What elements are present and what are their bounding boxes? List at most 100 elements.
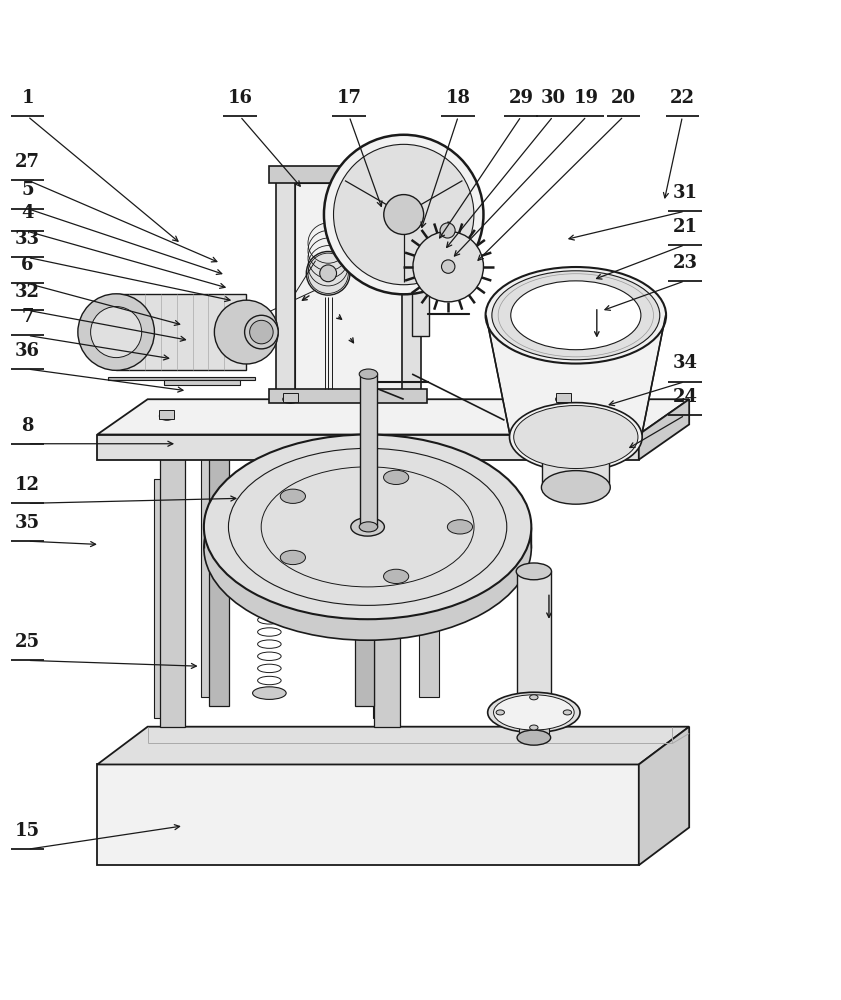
Polygon shape <box>98 764 639 865</box>
Polygon shape <box>427 313 469 314</box>
Text: 32: 32 <box>15 283 40 301</box>
Polygon shape <box>360 374 377 527</box>
Ellipse shape <box>280 550 305 565</box>
Ellipse shape <box>516 563 552 580</box>
Text: 21: 21 <box>673 218 697 236</box>
Text: 25: 25 <box>15 633 40 651</box>
Text: 33: 33 <box>15 230 40 248</box>
Polygon shape <box>98 399 689 435</box>
Ellipse shape <box>510 403 643 471</box>
Ellipse shape <box>556 395 571 403</box>
Ellipse shape <box>492 271 660 360</box>
Ellipse shape <box>514 406 638 469</box>
Polygon shape <box>355 441 374 706</box>
Text: 34: 34 <box>673 354 697 372</box>
Ellipse shape <box>563 710 572 715</box>
Ellipse shape <box>334 144 473 285</box>
Ellipse shape <box>530 725 538 730</box>
Ellipse shape <box>280 489 305 503</box>
Polygon shape <box>276 168 294 401</box>
Ellipse shape <box>440 223 455 238</box>
Ellipse shape <box>306 251 350 295</box>
Polygon shape <box>116 294 246 370</box>
Text: 18: 18 <box>446 89 471 107</box>
Text: 8: 8 <box>21 417 34 435</box>
Text: 6: 6 <box>21 256 34 274</box>
Polygon shape <box>98 727 689 764</box>
Text: 27: 27 <box>15 153 40 171</box>
Polygon shape <box>155 479 174 718</box>
Polygon shape <box>161 458 185 727</box>
Polygon shape <box>519 717 549 738</box>
Polygon shape <box>269 166 427 183</box>
Polygon shape <box>200 458 220 697</box>
Polygon shape <box>209 441 229 706</box>
Text: 1: 1 <box>21 89 34 107</box>
Polygon shape <box>556 393 571 402</box>
Ellipse shape <box>485 267 666 364</box>
Ellipse shape <box>494 695 574 730</box>
Ellipse shape <box>351 518 384 536</box>
Ellipse shape <box>252 687 286 699</box>
Ellipse shape <box>160 412 174 420</box>
Polygon shape <box>517 571 551 712</box>
Ellipse shape <box>324 135 484 294</box>
Ellipse shape <box>78 294 155 370</box>
Polygon shape <box>412 282 429 336</box>
Polygon shape <box>160 410 174 419</box>
Text: 22: 22 <box>670 89 695 107</box>
Ellipse shape <box>283 395 298 403</box>
Polygon shape <box>269 389 427 403</box>
Ellipse shape <box>496 710 505 715</box>
Polygon shape <box>294 183 402 389</box>
Polygon shape <box>108 377 255 380</box>
Text: 23: 23 <box>673 254 697 272</box>
Ellipse shape <box>359 522 378 532</box>
Ellipse shape <box>542 471 611 504</box>
Text: 17: 17 <box>336 89 362 107</box>
Ellipse shape <box>442 260 455 273</box>
Text: 31: 31 <box>673 184 697 202</box>
Ellipse shape <box>91 307 141 358</box>
Text: 4: 4 <box>21 204 34 222</box>
Text: 15: 15 <box>15 822 40 840</box>
Ellipse shape <box>245 315 278 349</box>
Text: 36: 36 <box>15 342 40 360</box>
Polygon shape <box>419 458 439 697</box>
Ellipse shape <box>488 692 580 733</box>
Ellipse shape <box>383 569 409 584</box>
Ellipse shape <box>447 520 473 534</box>
Ellipse shape <box>204 456 532 640</box>
Text: 29: 29 <box>509 89 534 107</box>
Text: 20: 20 <box>611 89 637 107</box>
Ellipse shape <box>413 231 484 302</box>
Polygon shape <box>542 437 610 487</box>
Ellipse shape <box>214 300 278 364</box>
Ellipse shape <box>530 695 538 700</box>
Text: 19: 19 <box>574 89 600 107</box>
Polygon shape <box>402 168 420 401</box>
Ellipse shape <box>359 369 378 379</box>
Polygon shape <box>98 435 639 460</box>
Polygon shape <box>374 458 399 727</box>
Ellipse shape <box>204 435 532 619</box>
Text: 16: 16 <box>227 89 252 107</box>
Polygon shape <box>373 479 393 718</box>
Text: 5: 5 <box>21 181 34 199</box>
Text: 30: 30 <box>541 89 566 107</box>
Ellipse shape <box>510 281 641 350</box>
Polygon shape <box>639 399 689 460</box>
Text: 7: 7 <box>21 308 34 326</box>
Text: 12: 12 <box>15 476 40 494</box>
Ellipse shape <box>517 730 551 745</box>
Polygon shape <box>639 727 689 865</box>
Text: 35: 35 <box>15 514 40 532</box>
Ellipse shape <box>383 195 424 234</box>
Polygon shape <box>165 380 240 385</box>
Polygon shape <box>486 315 666 437</box>
Ellipse shape <box>383 470 409 484</box>
Ellipse shape <box>250 320 273 344</box>
Polygon shape <box>283 393 298 402</box>
Ellipse shape <box>320 265 336 282</box>
Text: 24: 24 <box>673 388 697 406</box>
